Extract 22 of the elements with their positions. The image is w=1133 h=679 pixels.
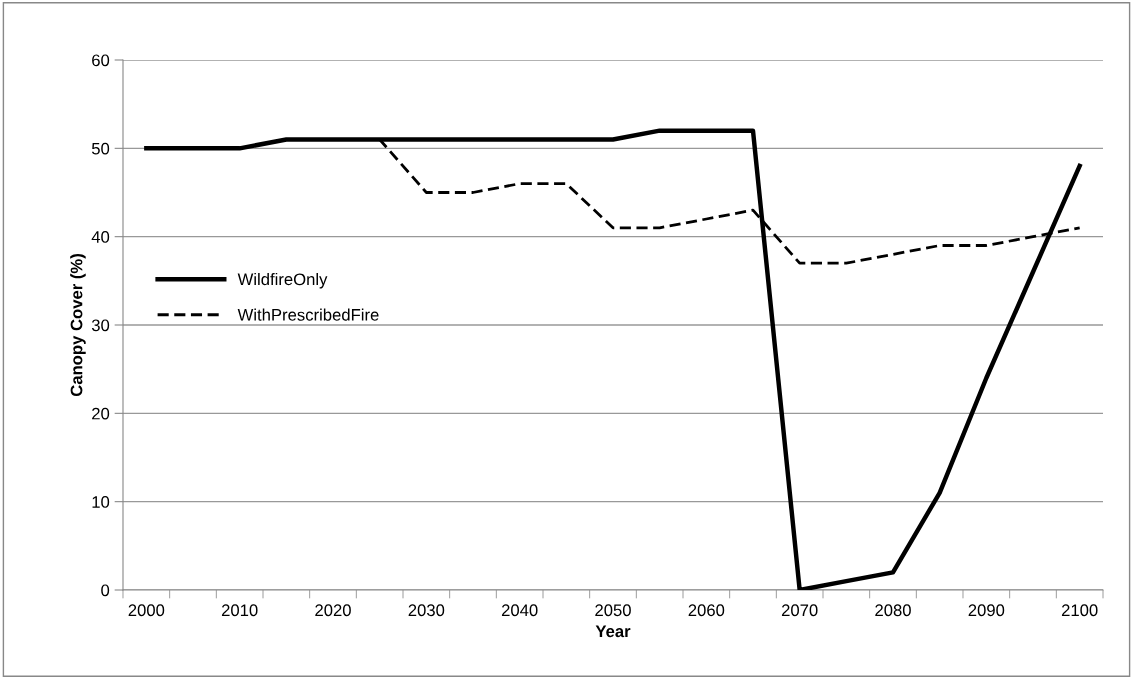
y-tick-label: 10 — [92, 496, 110, 508]
x-axis-title: Year — [595, 625, 631, 638]
x-tick-label: 2060 — [688, 604, 725, 617]
x-tick-label: 2090 — [968, 604, 1005, 617]
y-tick-label: 30 — [91, 319, 110, 332]
x-tick-label: 2040 — [501, 604, 538, 617]
x-tick-label: 2100 — [1061, 604, 1098, 617]
y-tick-label: 40 — [91, 231, 110, 243]
y-tick-label: 60 — [92, 54, 110, 67]
y-tick-label: 20 — [92, 407, 110, 420]
x-tick-label: 2010 — [221, 604, 258, 617]
x-tick-label: 2070 — [781, 604, 818, 617]
legend-label: WithPrescribedFire — [237, 308, 379, 321]
x-tick-label: 2000 — [128, 604, 165, 617]
legend-label: WildfireOnly — [237, 272, 328, 289]
x-tick-label: 2020 — [315, 604, 351, 617]
x-tick-label: 2050 — [595, 604, 631, 617]
x-tick-label: 2030 — [408, 604, 445, 617]
y-tick-label: 0 — [101, 584, 110, 597]
y-axis-title: Canopy Cover (%) — [70, 254, 86, 397]
x-tick-label: 2080 — [875, 604, 911, 617]
y-tick-label: 50 — [91, 142, 110, 155]
